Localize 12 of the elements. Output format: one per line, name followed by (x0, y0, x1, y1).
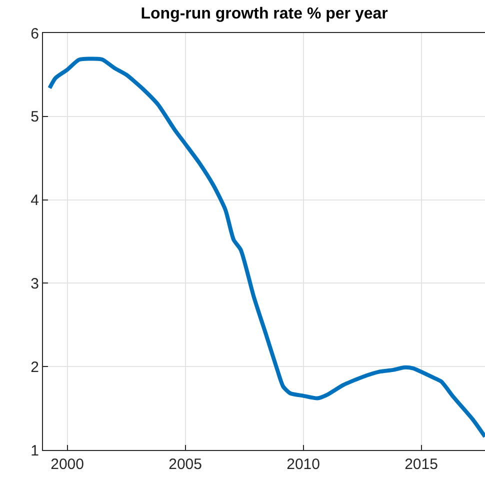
x-tick-label: 2010 (286, 456, 320, 473)
y-tick-label: 3 (30, 275, 39, 292)
chart-title: Long-run growth rate % per year (140, 5, 388, 22)
y-tick-label: 6 (30, 25, 39, 42)
line-series (48, 56, 485, 439)
x-tick-label: 2015 (404, 456, 438, 473)
x-tick-label: 2000 (50, 456, 84, 473)
y-tick-label: 5 (30, 108, 39, 126)
y-tick-label: 1 (30, 442, 39, 460)
x-tick-label: 2005 (168, 456, 202, 473)
y-tick-label: 2 (30, 358, 39, 376)
y-tick-label: 4 (30, 192, 39, 210)
